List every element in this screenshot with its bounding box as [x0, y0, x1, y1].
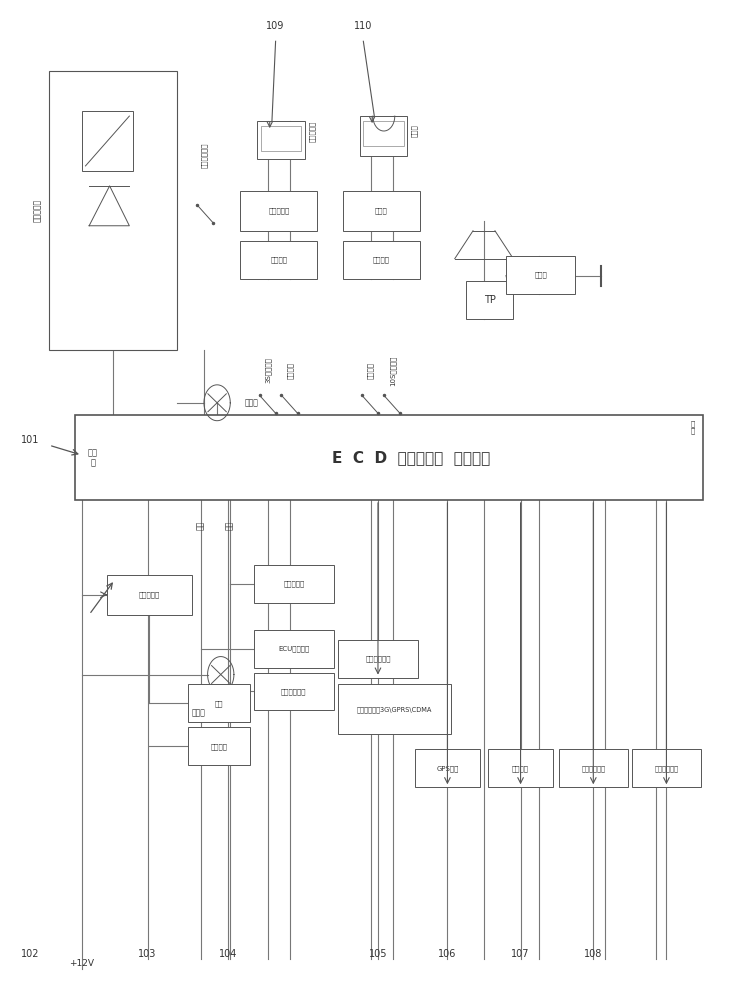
Text: 无线网络模块3G\GPRS\CDMA: 无线网络模块3G\GPRS\CDMA [357, 706, 432, 713]
FancyBboxPatch shape [254, 565, 334, 603]
Text: 直流稳压器: 直流稳压器 [139, 591, 160, 598]
FancyBboxPatch shape [343, 241, 420, 279]
Text: 手动开关: 手动开关 [367, 362, 374, 379]
Text: 爆破器: 爆破器 [411, 125, 418, 137]
FancyBboxPatch shape [188, 727, 250, 765]
Text: 手动发射开关: 手动发射开关 [201, 142, 208, 168]
Text: 109: 109 [266, 21, 285, 31]
Text: 104: 104 [219, 949, 237, 959]
FancyBboxPatch shape [258, 121, 305, 159]
Text: 106: 106 [438, 949, 457, 959]
FancyBboxPatch shape [75, 415, 703, 500]
FancyBboxPatch shape [487, 749, 553, 787]
Text: 限流电阻: 限流电阻 [373, 256, 390, 263]
Text: 备用电源: 备用电源 [211, 743, 228, 750]
FancyBboxPatch shape [632, 749, 701, 787]
Text: 101: 101 [21, 435, 40, 445]
FancyBboxPatch shape [254, 630, 334, 668]
FancyBboxPatch shape [338, 640, 418, 678]
Text: E  C  D  中心控制器  制能控制: E C D 中心控制器 制能控制 [332, 450, 490, 465]
Text: 无线图像模块: 无线图像模块 [366, 655, 390, 662]
Text: 气体发生器: 气体发生器 [309, 120, 316, 142]
Text: TP: TP [484, 295, 495, 305]
Text: 102: 102 [21, 949, 40, 959]
Text: 105: 105 [368, 949, 388, 959]
FancyBboxPatch shape [241, 241, 317, 279]
Text: 控制
器: 控制 器 [88, 448, 98, 467]
Text: 供电: 供电 [225, 520, 234, 530]
Text: 信号控制模块: 信号控制模块 [581, 765, 606, 772]
Text: 直流升压器: 直流升压器 [283, 580, 305, 587]
Text: 108: 108 [584, 949, 603, 959]
Text: 数据存储模块: 数据存储模块 [655, 765, 678, 772]
Text: 107: 107 [512, 949, 530, 959]
FancyBboxPatch shape [107, 575, 192, 615]
FancyBboxPatch shape [188, 684, 250, 722]
Text: 供电: 供电 [196, 520, 205, 530]
Text: 输
出: 输 出 [690, 420, 694, 434]
FancyBboxPatch shape [338, 684, 451, 734]
Text: 报示灯: 报示灯 [192, 708, 206, 717]
Text: 充电: 充电 [214, 700, 223, 707]
Text: 3S延时开关: 3S延时开关 [265, 357, 272, 383]
FancyBboxPatch shape [363, 121, 404, 146]
Text: 手动开关: 手动开关 [287, 362, 294, 379]
Text: 110: 110 [355, 21, 373, 31]
Text: 通信模块: 通信模块 [512, 765, 529, 772]
FancyBboxPatch shape [49, 71, 177, 350]
FancyBboxPatch shape [261, 126, 301, 151]
FancyBboxPatch shape [559, 749, 628, 787]
FancyBboxPatch shape [343, 191, 420, 231]
FancyBboxPatch shape [465, 281, 513, 319]
Text: 爆破器: 爆破器 [375, 208, 388, 214]
FancyBboxPatch shape [506, 256, 575, 294]
Text: ECU备用电器: ECU备用电器 [278, 645, 310, 652]
FancyBboxPatch shape [81, 111, 133, 171]
Text: 气体发生器: 气体发生器 [268, 208, 289, 214]
FancyBboxPatch shape [360, 116, 407, 156]
Text: 终端器: 终端器 [534, 271, 547, 278]
FancyBboxPatch shape [254, 673, 334, 710]
Text: 点火备用电器: 点火备用电器 [281, 688, 307, 695]
Text: 103: 103 [139, 949, 157, 959]
Text: +12V: +12V [69, 959, 95, 968]
FancyBboxPatch shape [415, 749, 480, 787]
FancyBboxPatch shape [241, 191, 317, 231]
Text: 限流电阻: 限流电阻 [270, 256, 288, 263]
Text: 10S延时开关: 10S延时开关 [389, 355, 396, 386]
Text: 报警灯: 报警灯 [245, 398, 259, 407]
Text: GPS模块: GPS模块 [436, 765, 459, 772]
Text: 火焰传感器: 火焰传感器 [34, 199, 43, 222]
